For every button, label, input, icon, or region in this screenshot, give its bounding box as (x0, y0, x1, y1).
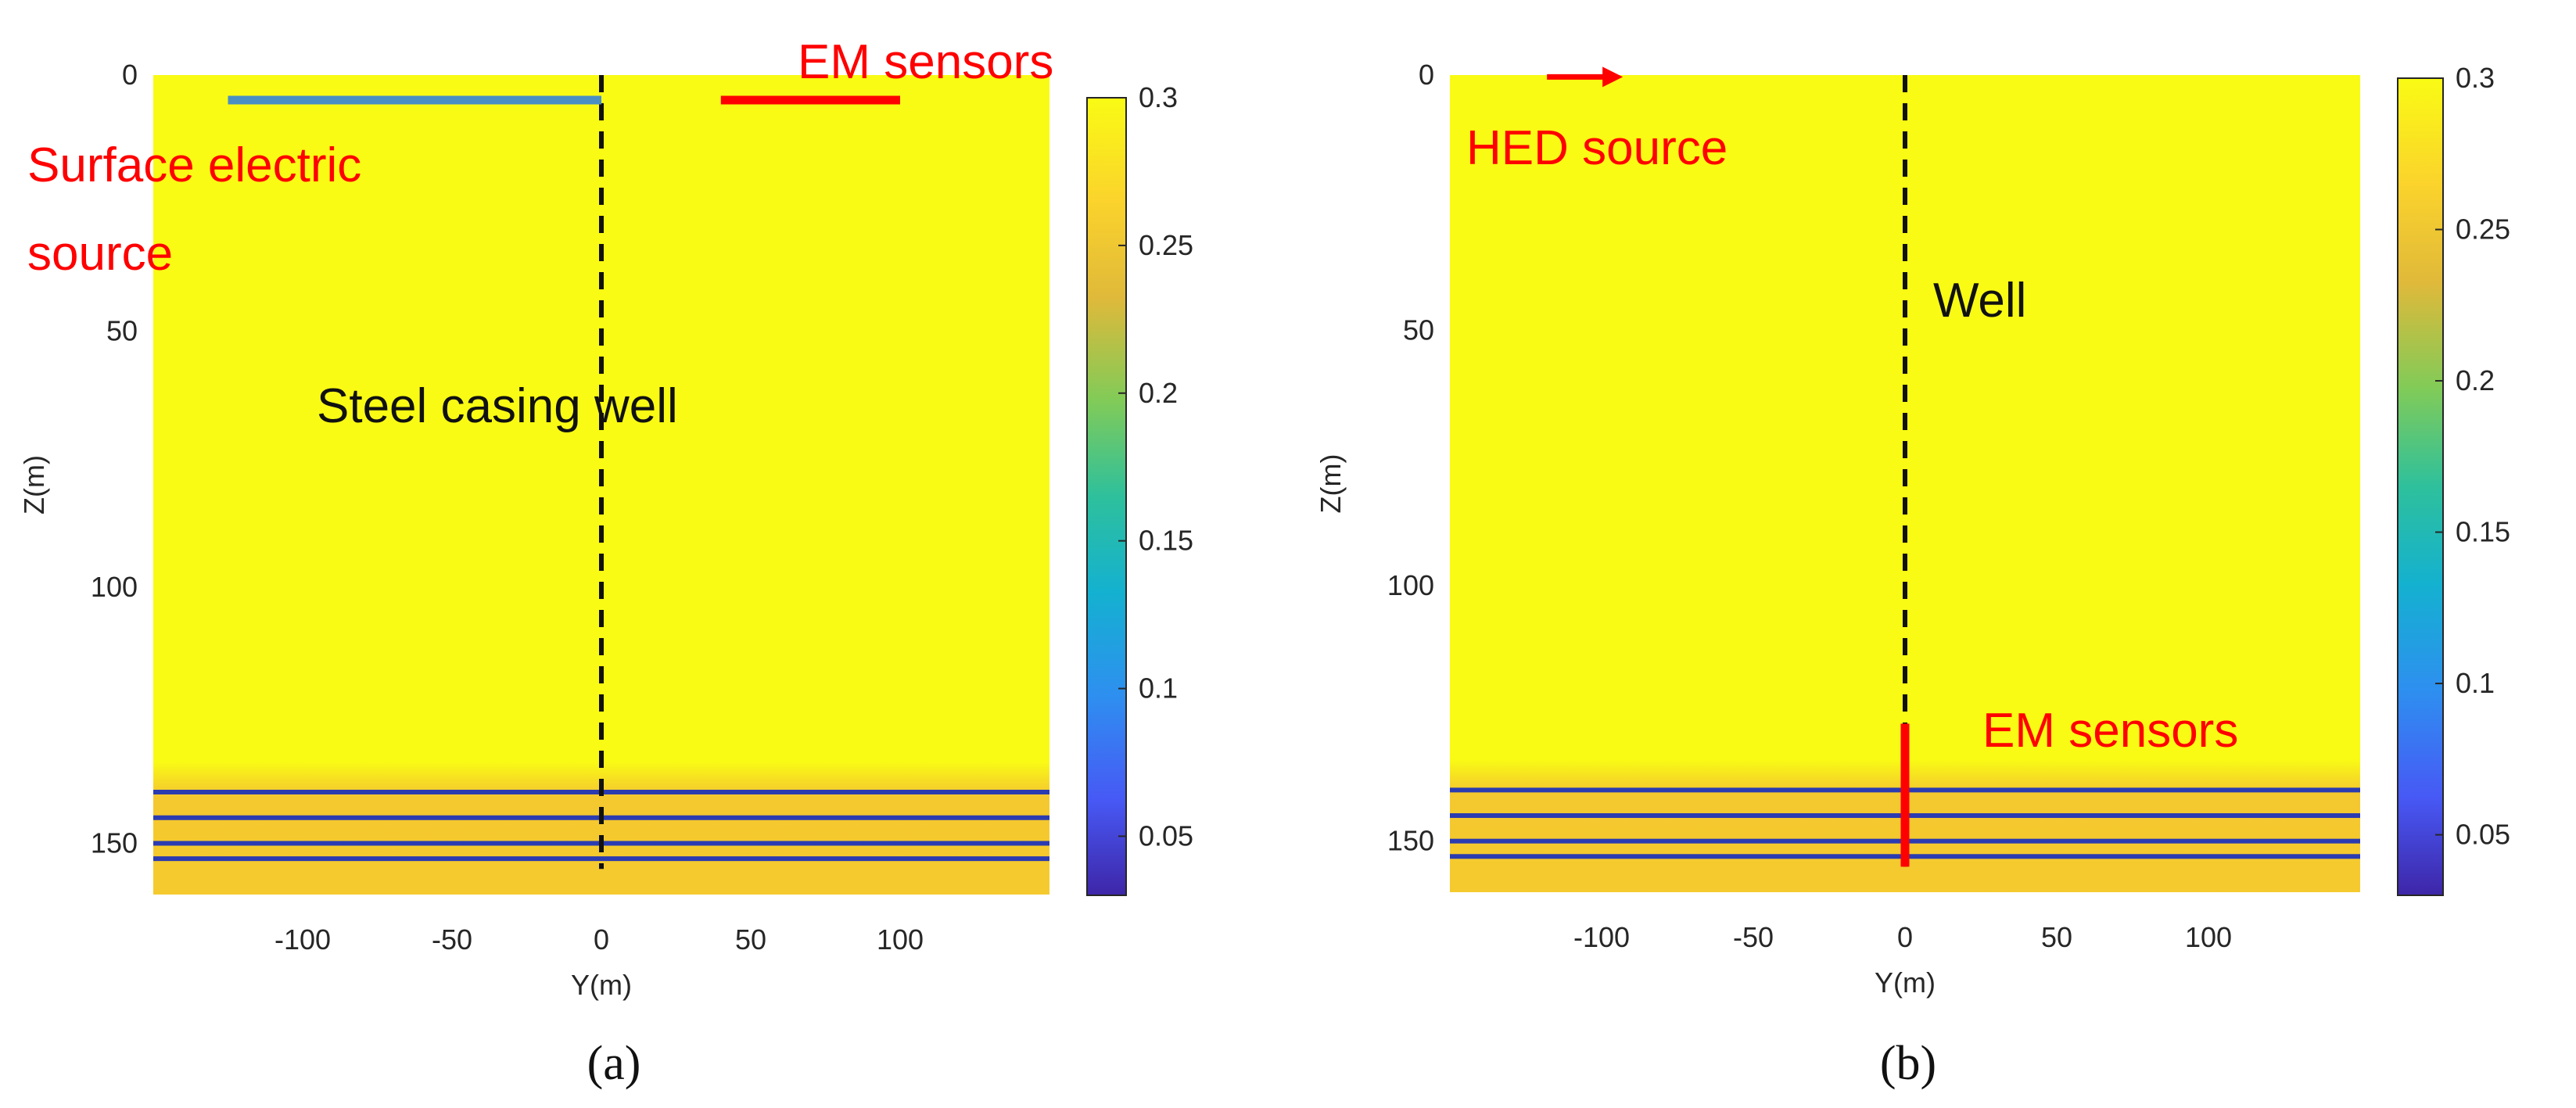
panel-a-surface-source-label-line2: source (27, 227, 173, 281)
colorbar-tick-label: 0.1 (2456, 667, 2495, 699)
colorbar-tick-label: 0.15 (1139, 525, 1193, 557)
colorbar-tick-label: 0.1 (1139, 672, 1178, 705)
y-tick-label: 100 (91, 571, 138, 603)
y-tick-label: 0 (122, 59, 138, 91)
panel-b-ticks: -100 -50 0 50 100 0 50 100 150 (1387, 59, 2232, 953)
x-tick-label: 100 (2185, 921, 2232, 953)
y-tick-label: 150 (1387, 825, 1434, 857)
panel-b-well-label: Well (1933, 274, 2026, 328)
panel-a-ticks: -100 -50 0 50 100 0 50 100 150 (91, 59, 924, 956)
y-tick-label: 100 (1387, 569, 1434, 601)
panel-b-caption: (b) (1880, 1037, 1936, 1090)
panel-b: -100 -50 0 50 100 0 50 100 150 Y(m) Z(m) 0.05 0.1… (1315, 59, 2510, 1090)
panel-a-plot-area (153, 75, 1049, 895)
colorbar-tick-label: 0.15 (2456, 516, 2510, 548)
colorbar-tick-label: 0.2 (2456, 364, 2495, 396)
panel-b-em-sensors-label: EM sensors (1982, 704, 2238, 758)
colorbar-tick-label: 0.05 (1139, 819, 1193, 852)
y-tick-label: 150 (91, 827, 138, 859)
panel-b-y-axis-label: Z(m) (1315, 454, 1347, 514)
panel-a-surface-source-label-line1: Surface electric (27, 138, 361, 192)
colorbar-gradient (2397, 77, 2444, 896)
y-tick-label: 0 (1419, 59, 1434, 91)
colorbar-tick-label: 0.25 (1139, 229, 1193, 261)
x-tick-label: 100 (877, 923, 924, 956)
panel-a-em-sensors-label: EM sensors (798, 35, 1053, 89)
y-tick-label: 50 (106, 315, 138, 347)
x-tick-label: -100 (274, 923, 331, 956)
panel-a-y-axis-label: Z(m) (18, 455, 50, 515)
x-tick-label: 0 (594, 923, 609, 956)
x-tick-label: 50 (2041, 921, 2072, 953)
panel-a-well-label: Steel casing well (317, 379, 678, 433)
panel-a-caption: (a) (587, 1037, 641, 1090)
colorbar-tick-label: 0.05 (2456, 819, 2510, 851)
x-tick-label: 50 (735, 923, 766, 956)
x-tick-label: -50 (1733, 921, 1774, 953)
panel-a-x-axis-label: Y(m) (571, 969, 632, 1001)
heatmap-layer-4 (153, 856, 1049, 862)
x-tick-label: 0 (1897, 921, 1913, 953)
hed-source-arrow-head (1602, 66, 1623, 88)
colorbar-tick-label: 0.25 (2456, 213, 2510, 246)
colorbar-tick-label: 0.2 (1139, 377, 1178, 409)
colorbar-gradient (1086, 97, 1127, 896)
panel-b-plot-area (1450, 66, 2360, 892)
panel-b-hed-source-label: HED source (1466, 121, 1727, 175)
x-tick-label: -50 (432, 923, 472, 956)
panel-b-x-axis-label: Y(m) (1875, 966, 1936, 999)
panel-a-colorbar: 0.05 0.1 0.15 0.2 0.25 0.3 (1086, 81, 1193, 896)
colorbar-tick-label: 0.3 (1139, 81, 1178, 113)
x-tick-label: -100 (1573, 921, 1630, 953)
panel-a: -100 -50 0 50 100 0 50 100 150 Y(m) Z(m) 0.05 0.1… (18, 35, 1193, 1090)
colorbar-tick-label: 0.3 (2456, 62, 2495, 94)
y-tick-label: 50 (1403, 314, 1434, 346)
panel-b-colorbar: 0.05 0.1 0.15 0.2 0.25 0.3 (2397, 62, 2510, 896)
